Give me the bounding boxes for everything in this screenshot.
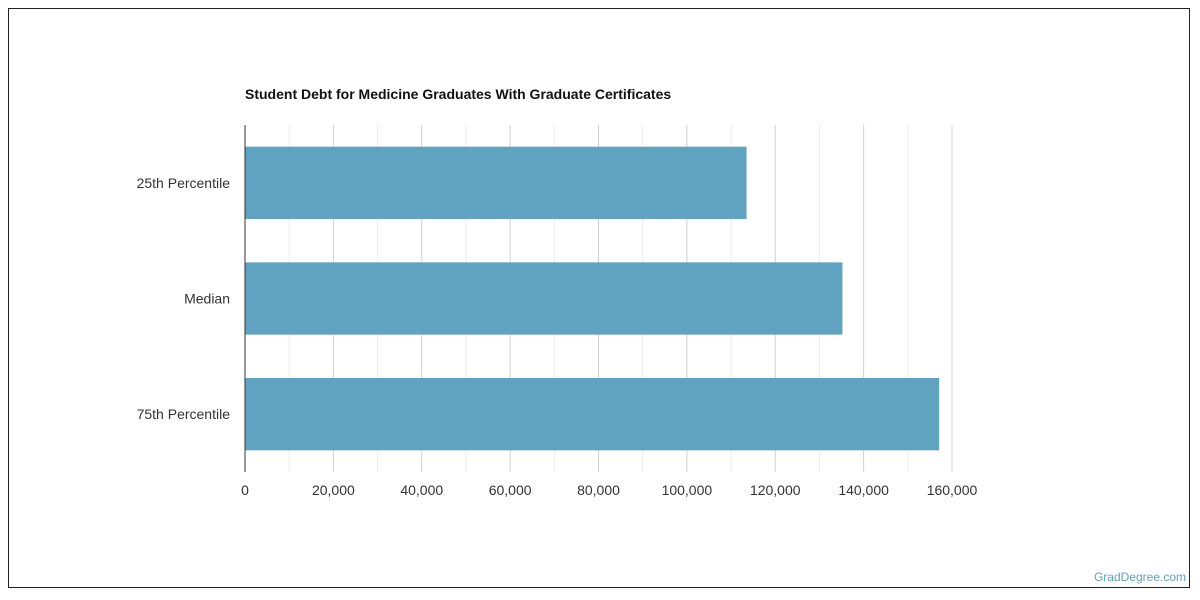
chart-title: Student Debt for Medicine Graduates With… — [245, 86, 672, 102]
x-tick-label: 20,000 — [312, 482, 355, 498]
x-tick-label: 60,000 — [489, 482, 532, 498]
bar-75th-percentile — [245, 378, 940, 451]
x-tick-label: 0 — [241, 482, 249, 498]
bar-25th-percentile — [245, 146, 747, 219]
category-label: 75th Percentile — [137, 406, 231, 422]
chart-frame — [8, 8, 1190, 588]
watermark: GradDegree.com — [1093, 570, 1186, 584]
category-label: 25th Percentile — [137, 175, 231, 191]
category-label: Median — [184, 291, 230, 307]
bars — [245, 146, 940, 451]
x-tick-label: 120,000 — [750, 482, 801, 498]
x-tick-label: 160,000 — [927, 482, 978, 498]
x-tick-label: 140,000 — [838, 482, 889, 498]
labels: 25th Percentile Median 75th Percentile 0 20,… — [137, 175, 978, 498]
x-tick-label: 80,000 — [577, 482, 620, 498]
x-tick-label: 100,000 — [662, 482, 713, 498]
x-tick-label: 40,000 — [400, 482, 443, 498]
bar-median — [245, 262, 843, 335]
